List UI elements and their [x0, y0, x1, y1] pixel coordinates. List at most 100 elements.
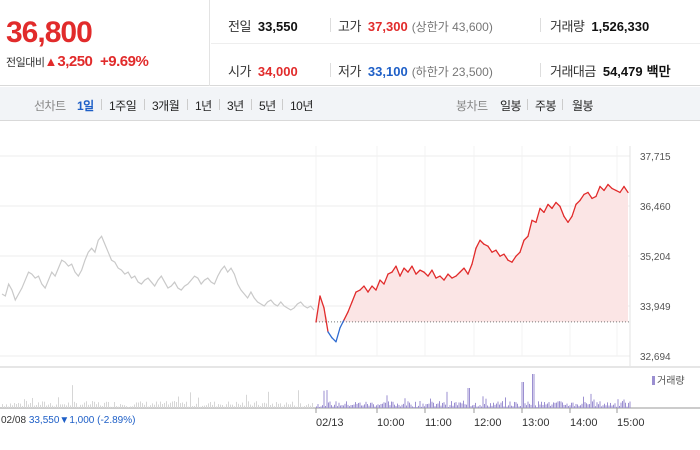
volume-bar	[280, 403, 281, 408]
volume-bar	[473, 404, 475, 408]
volume-bar	[482, 396, 484, 408]
divider	[101, 99, 102, 110]
volume-bar	[132, 406, 133, 408]
volume-bar	[86, 401, 87, 408]
volume-bar	[331, 405, 332, 408]
price-segment	[567, 215, 573, 223]
change-percent: +9.69%	[100, 53, 149, 70]
tab-weekly-candle[interactable]: 주봉	[535, 99, 557, 113]
volume-bar	[234, 406, 235, 408]
volume-bar	[476, 406, 478, 408]
volume-bar	[116, 406, 117, 408]
divider	[562, 99, 563, 110]
prev-day-series	[1, 235, 315, 311]
tab-3y[interactable]: 3년	[227, 99, 244, 113]
price-segment	[399, 267, 405, 277]
line-chart-label: 선차트	[34, 99, 66, 113]
price-segment	[579, 193, 585, 202]
volume-bar	[248, 401, 249, 408]
volume-bar	[485, 398, 487, 408]
volume-bar	[496, 403, 497, 408]
volume-bar	[52, 405, 53, 408]
prev-day-change-percent: (-2.89%)	[97, 415, 136, 426]
volume-bar	[451, 401, 452, 408]
volume-bar	[532, 374, 533, 408]
volume-bar	[446, 391, 448, 408]
volume-bar	[266, 403, 267, 408]
price-chart[interactable]: 37,715 36,460 35,204 33,949 32,694 02/13 10:0…	[0, 121, 700, 450]
y-tick-label: 36,460	[640, 202, 671, 213]
tab-1d[interactable]: 1일	[77, 99, 94, 113]
tab-3m[interactable]: 3개월	[152, 99, 180, 113]
volume-bar	[368, 405, 370, 408]
volume-bar	[170, 402, 171, 408]
amount-value: 54,479	[602, 64, 643, 79]
volume-bar	[288, 404, 289, 408]
volume-bar	[236, 401, 237, 408]
volume-bar	[523, 382, 524, 408]
volume-bar	[502, 401, 503, 408]
volume-bar	[382, 403, 383, 408]
volume-bar	[230, 404, 231, 408]
volume-bar	[334, 404, 335, 408]
volume-bar	[358, 402, 359, 408]
price-segment	[595, 185, 601, 198]
prev-day-summary: 02/08 33,550▼1,000 (-2.89%)	[1, 415, 135, 426]
volume-bar	[478, 406, 479, 408]
tab-monthly-candle[interactable]: 월봉	[572, 99, 594, 113]
volume-bar	[601, 406, 602, 408]
volume-bar	[216, 406, 217, 408]
volume-bar	[8, 406, 9, 408]
tab-daily-candle[interactable]: 일봉	[500, 99, 522, 113]
volume-bar	[312, 403, 313, 408]
volume-bar	[332, 406, 334, 408]
volume-bar	[38, 402, 39, 408]
volume-bar	[404, 398, 406, 408]
volume-bar	[566, 403, 568, 408]
volume-bar	[517, 403, 518, 408]
volume-bar	[593, 399, 595, 408]
price-segment	[347, 301, 353, 313]
volume-bar	[562, 402, 563, 408]
volume-bar	[329, 401, 331, 408]
x-tick-label: 02/13	[316, 417, 344, 429]
volume-bar	[604, 403, 605, 408]
volume-bar	[194, 405, 195, 408]
tab-1y[interactable]: 1년	[195, 99, 212, 113]
price-segment	[591, 195, 597, 200]
price-segment	[583, 191, 589, 196]
price-segment	[599, 185, 605, 192]
volume-bar	[392, 401, 394, 408]
volume-bar	[335, 401, 337, 408]
price-segment	[615, 189, 621, 194]
tab-10y[interactable]: 10년	[290, 99, 313, 113]
price-segment	[319, 295, 325, 309]
volume-bar	[427, 404, 428, 408]
price-segment	[495, 249, 501, 257]
volume-bar	[244, 405, 245, 408]
tab-1w[interactable]: 1주일	[109, 99, 137, 113]
quote-header: 36,800 전일대비▲3,250 +9.69% 전일 33,550 고가 37,3…	[0, 0, 700, 86]
price-segment	[547, 203, 553, 210]
price-segment	[479, 239, 485, 245]
price-segment	[543, 203, 549, 214]
volume-bar	[268, 391, 269, 408]
tab-5y[interactable]: 5년	[259, 99, 276, 113]
volume-bar	[84, 402, 85, 408]
volume-bar	[238, 403, 239, 408]
volume-bar	[156, 401, 157, 408]
volume-bar	[158, 404, 159, 408]
volume-bar	[316, 406, 317, 408]
divider	[219, 99, 220, 110]
upper-limit: (상한가 43,600)	[411, 20, 493, 34]
volume-bar	[226, 404, 227, 408]
volume-bar	[102, 406, 103, 408]
volume-bar	[98, 402, 99, 408]
amount-unit: 백만	[646, 64, 671, 79]
volume-bar	[362, 405, 364, 408]
price-segment	[611, 187, 617, 192]
volume-bar	[276, 402, 277, 408]
volume-bar	[70, 405, 71, 408]
stat-volume: 거래량 1,526,330	[550, 16, 649, 35]
volume-bar	[28, 404, 29, 408]
